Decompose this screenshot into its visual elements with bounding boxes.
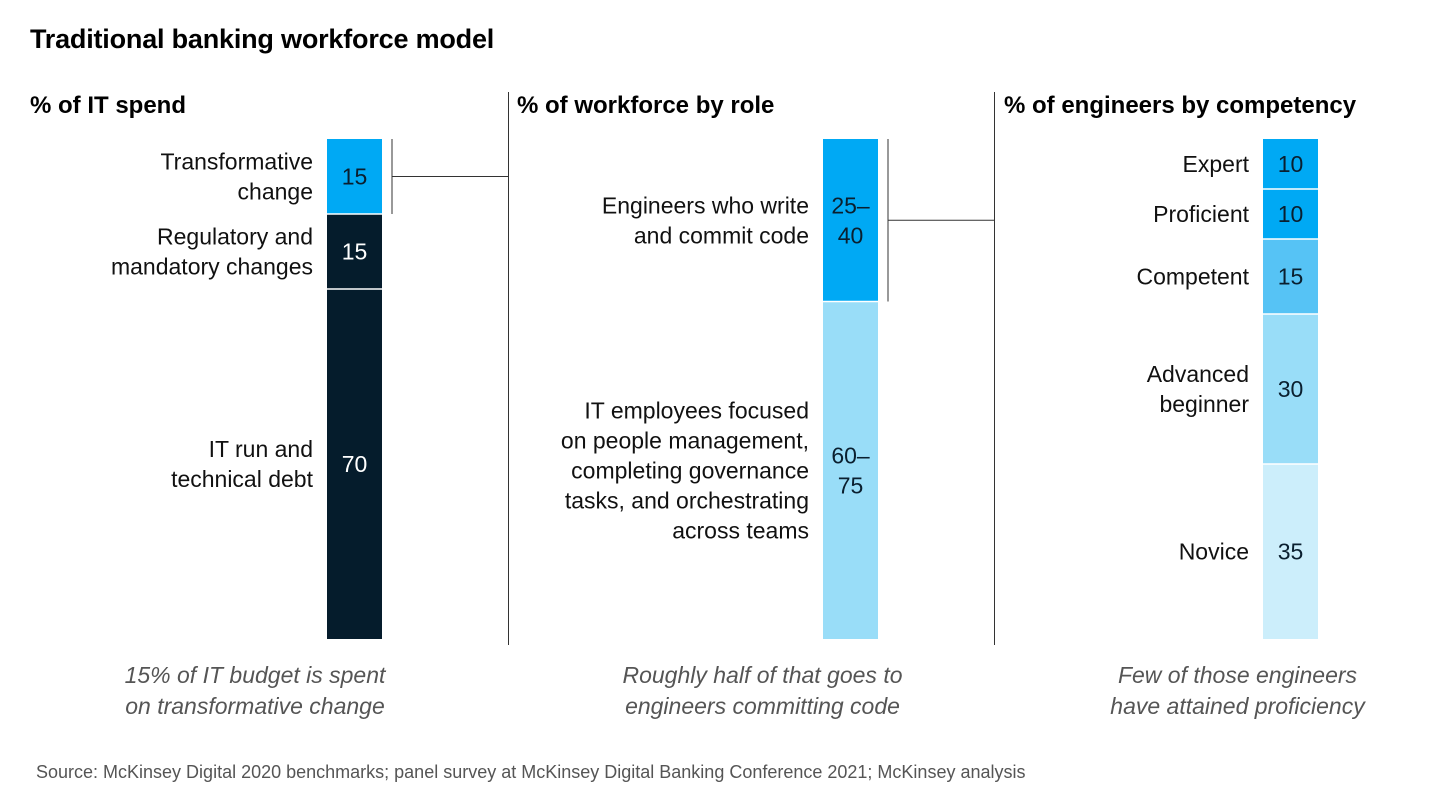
caption-line: engineers committing code	[625, 693, 900, 719]
data-label: 25– 40	[831, 192, 870, 248]
segment-label: Competent	[1136, 264, 1249, 290]
bar-segment	[327, 139, 382, 214]
segment-label: Regulatory and mandatory changes	[111, 224, 313, 280]
source-note: Source: McKinsey Digital 2020 benchmarks…	[36, 762, 1026, 782]
caption-line: Roughly half of that goes to	[622, 662, 903, 688]
bar-segment	[1263, 139, 1318, 189]
data-label: 30	[1278, 376, 1304, 402]
caption-line: have attained proficiency	[1110, 693, 1365, 719]
data-label: 15	[1278, 264, 1304, 290]
caption-engineer-competency: Few of those engineers have attained pro…	[1070, 660, 1405, 722]
data-label: 70	[342, 451, 368, 477]
bar-segment	[1263, 314, 1318, 464]
bar-segment	[1263, 189, 1318, 239]
data-label: 15	[342, 164, 368, 190]
panel-title-it-spend: % of IT spend	[30, 92, 186, 119]
bar-segment	[1263, 464, 1318, 639]
segment-label: Novice	[1179, 539, 1249, 565]
caption-it-spend: 15% of IT budget is spent on transformat…	[90, 660, 420, 722]
segment-label: Transformative change	[160, 149, 313, 205]
segment-label: Proficient	[1153, 201, 1249, 227]
chart-title: Traditional banking workforce model	[30, 24, 495, 54]
caption-line: 15% of IT budget is spent	[124, 662, 386, 688]
data-label: 35	[1278, 539, 1304, 565]
segment-label: IT run and technical debt	[171, 436, 314, 492]
data-label: 60– 75	[831, 442, 870, 498]
segment-label: Advanced beginner	[1147, 361, 1250, 417]
bar-segment	[823, 301, 878, 639]
segment-label: Expert	[1183, 151, 1250, 177]
panel-divider	[508, 92, 509, 645]
bar-segment	[1263, 239, 1318, 314]
panel-title-workforce-role: % of workforce by role	[517, 92, 775, 119]
caption-workforce-role: Roughly half of that goes to engineers c…	[580, 660, 945, 722]
panel-divider	[994, 92, 995, 645]
bar-segment	[327, 214, 382, 289]
data-label: 10	[1278, 151, 1304, 177]
segment-label: IT employees focused on people management…	[561, 397, 809, 543]
caption-line: on transformative change	[125, 693, 385, 719]
bar-segment	[823, 139, 878, 302]
panel-title-engineer-competency: % of engineers by competency	[1004, 92, 1357, 119]
bar-segment	[327, 289, 382, 639]
data-label: 15	[342, 239, 368, 265]
caption-line: Few of those engineers	[1117, 662, 1358, 688]
data-label: 10	[1278, 201, 1304, 227]
segment-label: Engineers who write and commit code	[602, 192, 809, 248]
